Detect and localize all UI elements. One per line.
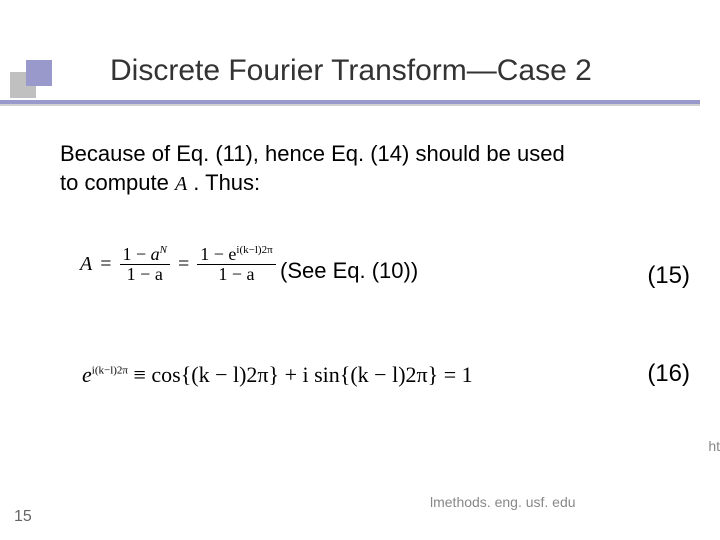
equation-number-15: (15) bbox=[647, 262, 690, 290]
equation-number-16: (16) bbox=[647, 360, 690, 388]
equation-2: ei(k−l)2π ≡ cos{(k − l)2π} + i sin{(k − … bbox=[82, 362, 473, 388]
slide-title: Discrete Fourier Transform—Case 2 bbox=[110, 54, 592, 88]
body-paragraph: Because of Eq. (11), hence Eq. (14) shou… bbox=[60, 140, 680, 197]
body-line2b: . Thus: bbox=[193, 170, 260, 195]
slide-number: 15 bbox=[14, 508, 32, 526]
equation-1: A = 1 − aN 1 − a = 1 − ei(k−l)2π 1 − a bbox=[80, 245, 280, 284]
eq1-frac2: 1 − ei(k−l)2π 1 − a bbox=[197, 245, 275, 284]
inline-math-A: A bbox=[175, 173, 187, 195]
see-eq-note: (See Eq. (10)) bbox=[280, 258, 418, 284]
eq1-frac1: 1 − aN 1 − a bbox=[120, 245, 171, 284]
slide: Discrete Fourier Transform—Case 2 Becaus… bbox=[0, 0, 720, 540]
accent-square bbox=[26, 60, 52, 86]
footer-ht-fragment: ht bbox=[708, 438, 720, 454]
title-underline-shadow bbox=[0, 104, 700, 106]
footer-url: lmethods. eng. usf. edu bbox=[430, 494, 576, 510]
body-line2a: to compute bbox=[60, 170, 175, 195]
body-line1: Because of Eq. (11), hence Eq. (14) shou… bbox=[60, 141, 565, 166]
